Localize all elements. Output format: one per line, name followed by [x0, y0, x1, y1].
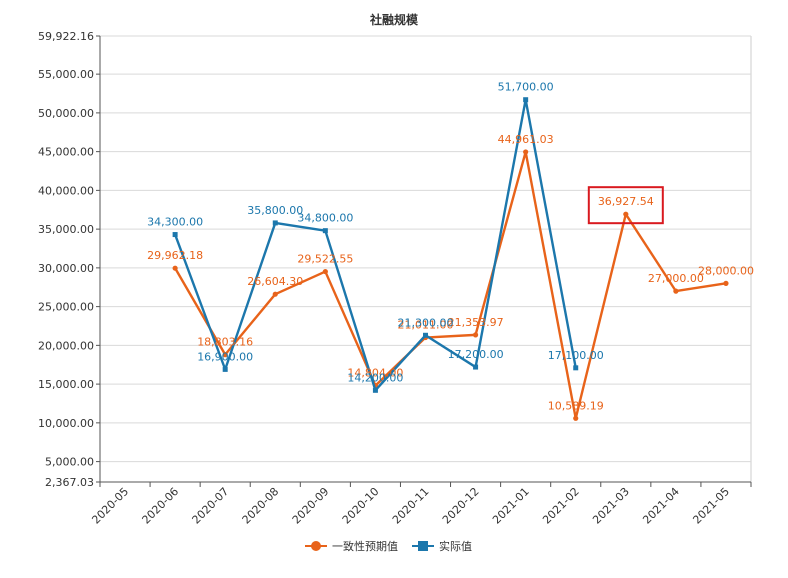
chart-title: 社融规模 — [369, 12, 419, 27]
x-tick-label: 2020-10 — [340, 485, 382, 527]
data-label: 28,000.00 — [698, 264, 754, 277]
series-lines — [172, 97, 729, 421]
data-label: 34,800.00 — [297, 212, 353, 225]
y-tick-label: 50,000.00 — [38, 107, 94, 120]
data-point — [573, 415, 579, 421]
data-label: 10,589.19 — [548, 399, 604, 412]
data-point — [172, 232, 178, 238]
data-point — [322, 268, 328, 275]
x-tick-label: 2020-06 — [140, 485, 182, 527]
y-tick-label: 15,000.00 — [38, 378, 94, 391]
data-point — [423, 332, 428, 338]
y-tick-label: 45,000.00 — [38, 146, 94, 159]
legend-label-1: 实际值 — [439, 539, 472, 553]
x-tick-label: 2020-09 — [290, 485, 332, 527]
legend-marker-1 — [418, 541, 428, 551]
data-label: 21,011.00 — [398, 319, 454, 332]
data-point — [673, 288, 679, 294]
data-label: 51,700.00 — [498, 81, 554, 94]
data-label: 17,200.00 — [448, 348, 504, 361]
y-tick-label: 35,000.00 — [38, 223, 94, 236]
data-label: 35,800.00 — [247, 204, 303, 217]
data-label: 36,927.54 — [598, 195, 654, 208]
x-tick-label: 2020-07 — [190, 485, 232, 527]
data-point — [272, 220, 278, 226]
x-tick-label: 2020-11 — [390, 485, 432, 527]
data-label: 29,522.55 — [297, 253, 353, 266]
y-tick-label: 10,000.00 — [38, 417, 94, 430]
data-point — [573, 365, 579, 371]
data-point — [222, 366, 228, 372]
x-tick-label: 2021-02 — [540, 485, 582, 527]
data-point — [172, 265, 178, 271]
x-tick-label: 2021-04 — [640, 485, 682, 527]
series-line-0 — [174, 150, 727, 420]
data-point — [473, 364, 479, 370]
data-point — [272, 291, 278, 297]
x-tick-label: 2021-01 — [490, 485, 532, 527]
data-labels: 29,962.18 18,803.16 26,604.30 29,522.55 14,8… — [147, 81, 754, 413]
data-label: 27,000.00 — [648, 272, 704, 285]
data-label: 14,804.00 — [347, 367, 403, 380]
x-tick-label: 2021-03 — [590, 485, 632, 527]
legend-label-0: 一致性预期值 — [332, 539, 398, 553]
y-tick-label: 20,000.00 — [38, 339, 94, 352]
y-tick-label: 5,000.00 — [45, 456, 94, 469]
y-tick-label: 2,367.03 — [45, 476, 94, 489]
data-point — [623, 211, 629, 217]
axes: 2,367.03 5,000.00 10,000.00 15,000.00 20,000… — [38, 30, 752, 527]
data-label: 18,803.16 — [197, 336, 253, 349]
data-label: 34,300.00 — [147, 216, 203, 229]
data-label: 29,962.18 — [147, 249, 203, 262]
data-label: 21,353.97 — [448, 316, 504, 329]
data-point — [372, 387, 378, 393]
data-label: 16,900.00 — [197, 350, 253, 363]
data-label: 44,961.03 — [498, 133, 554, 146]
y-tick-label: 40,000.00 — [38, 184, 94, 197]
data-point — [472, 332, 479, 338]
x-tick-label: 2020-12 — [440, 485, 482, 527]
y-tick-label: 25,000.00 — [38, 301, 94, 314]
data-point — [523, 149, 529, 155]
y-tick-label: 59,922.16 — [38, 30, 94, 43]
data-label: 14,200.00 — [347, 371, 403, 384]
data-label: 26,604.30 — [247, 275, 303, 288]
data-point — [222, 352, 228, 358]
legend: 一致性预期值 实际值 — [305, 539, 472, 553]
data-point — [723, 280, 729, 286]
highlight-box — [587, 186, 664, 225]
y-tick-label: 30,000.00 — [38, 262, 94, 275]
data-label: 17,100.00 — [548, 349, 604, 362]
data-point — [523, 97, 529, 103]
legend-marker-0 — [311, 541, 321, 551]
data-label: 21,300.00 — [398, 316, 454, 329]
x-tick-label: 2021-05 — [690, 485, 732, 527]
grid — [100, 35, 752, 483]
x-tick-label: 2020-05 — [89, 485, 131, 527]
x-tick-label: 2020-08 — [240, 485, 282, 527]
data-point — [322, 228, 328, 234]
y-tick-label: 55,000.00 — [38, 68, 94, 81]
